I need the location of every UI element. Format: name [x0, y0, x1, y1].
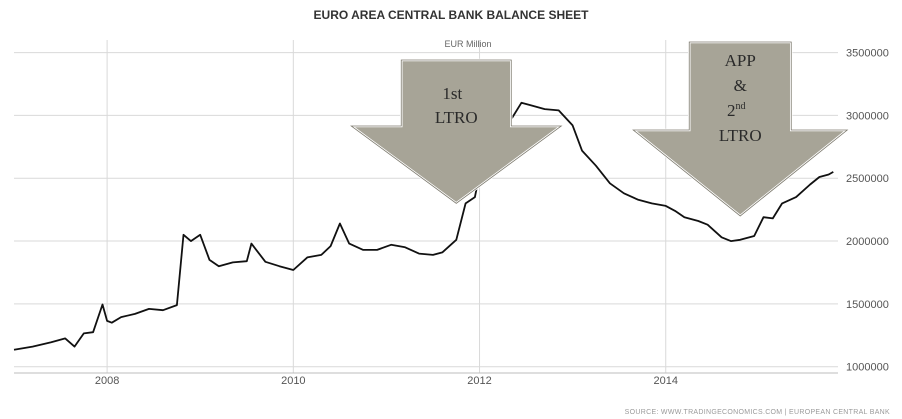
x-tick-label: 2014: [654, 375, 678, 387]
series-layer: [13, 101, 834, 351]
y-tick-label: 2000000: [846, 236, 889, 248]
x-axis: 2008 2010 2012 2014: [95, 375, 678, 387]
chart-subtitle: EUR Million: [444, 39, 491, 49]
y-tick-label: 3000000: [846, 110, 889, 122]
y-axis: 1000000 1500000 2000000 2500000 3000000 35000…: [846, 48, 889, 374]
x-tick-label: 2008: [95, 375, 119, 387]
annotation-label: &: [734, 76, 747, 95]
annotation-arrow: 1st LTRO: [347, 58, 566, 205]
arrow-outline: [632, 41, 849, 217]
y-tick-label: 3500000: [846, 48, 889, 60]
annotation-layer: 1st LTRO APP & 2nd LTRO: [347, 40, 851, 218]
source-note: SOURCE: WWW.TRADINGECONOMICS.COM | EUROP…: [625, 409, 890, 416]
arrow-outline: [350, 59, 563, 204]
annotation-label: 2nd: [727, 101, 746, 120]
chart-title: EURO AREA CENTRAL BANK BALANCE SHEET: [314, 8, 590, 22]
annotation-label: LTRO: [435, 108, 478, 127]
annotation-label: LTRO: [719, 126, 762, 145]
y-tick-label: 1500000: [846, 299, 889, 311]
annotation-label: APP: [725, 51, 756, 70]
series-line: [13, 101, 834, 351]
y-tick-label: 2500000: [846, 173, 889, 185]
arrow-shape: [347, 58, 566, 205]
x-tick-label: 2010: [281, 375, 305, 387]
annotation-arrow: APP & 2nd LTRO: [629, 40, 851, 218]
annotation-label: 1st: [442, 84, 462, 103]
y-tick-label: 1000000: [846, 362, 889, 374]
x-tick-label: 2012: [467, 375, 491, 387]
